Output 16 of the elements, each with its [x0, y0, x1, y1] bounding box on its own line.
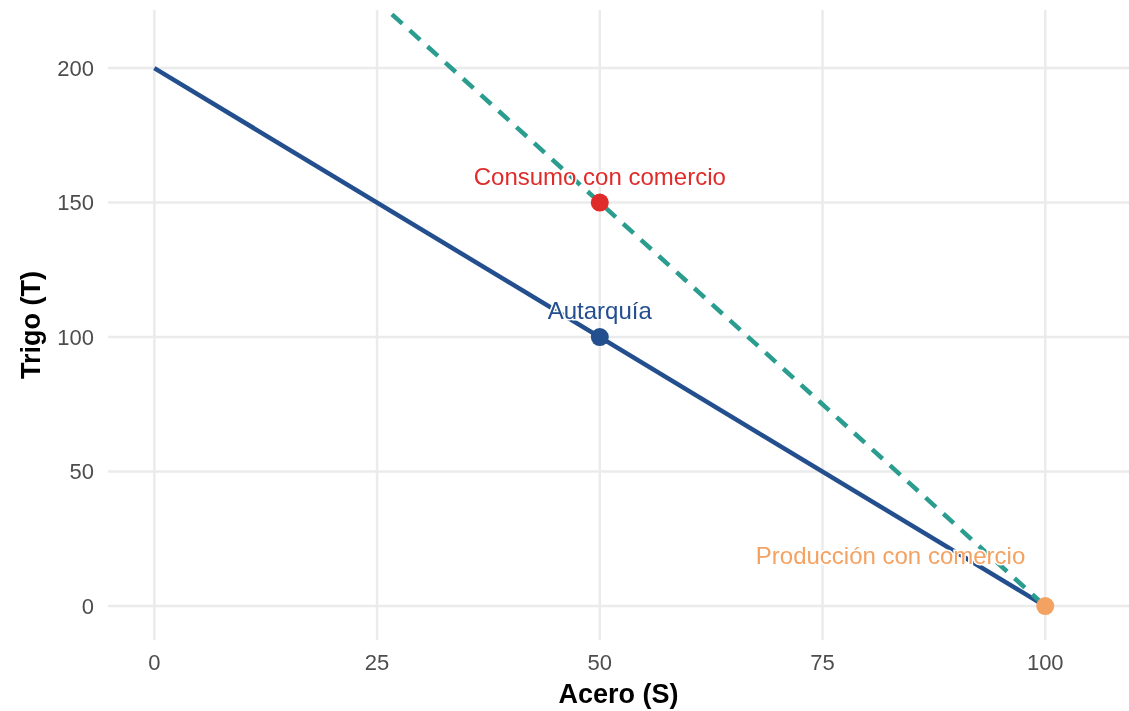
x-tick-label: 75 [810, 650, 835, 675]
x-axis-title: Acero (S) [558, 679, 679, 709]
y-tick-label: 150 [57, 190, 94, 216]
series-label: Consumo con comercio [473, 162, 726, 190]
point [590, 193, 609, 212]
y-tick-label: 100 [57, 324, 94, 350]
x-tick-label: 25 [364, 650, 390, 675]
x-tick-label: 0 [148, 650, 161, 675]
y-tick-label: 200 [57, 55, 94, 81]
x-tick-label: 100 [1026, 650, 1064, 675]
point [590, 328, 609, 347]
y-axis-title: Trigo (T) [16, 271, 46, 379]
y-tick-label: 50 [69, 459, 94, 485]
point [1036, 597, 1055, 616]
x-tick-label: 50 [587, 650, 613, 675]
y-tick-label: 0 [81, 593, 94, 619]
